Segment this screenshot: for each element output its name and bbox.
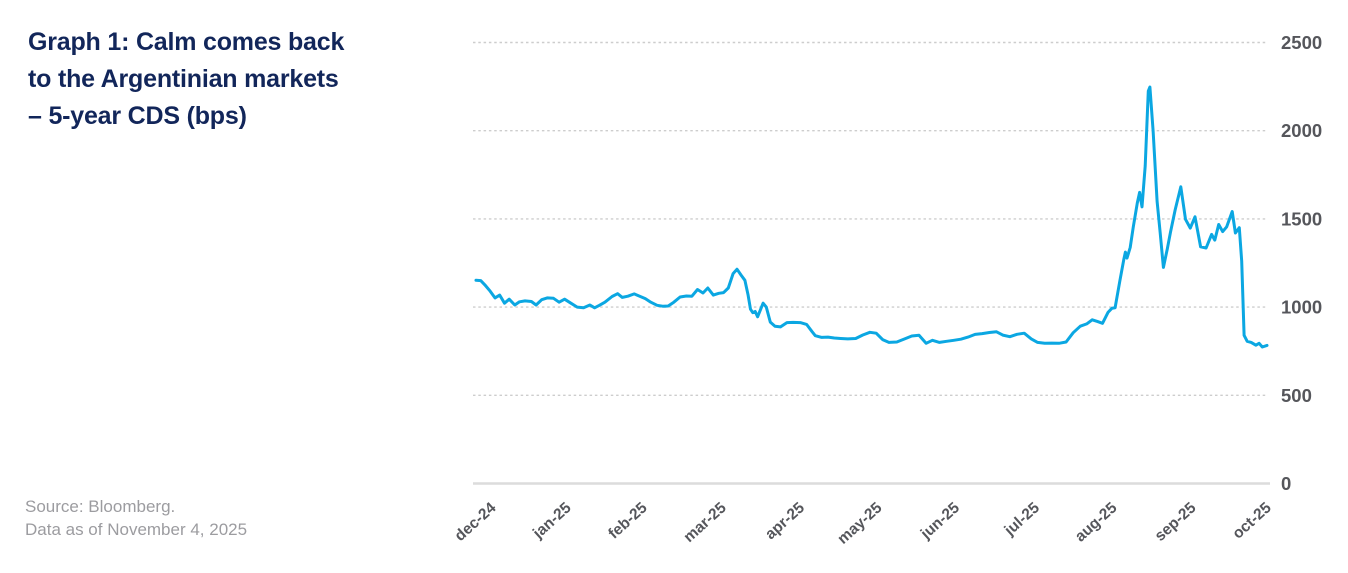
chart-title-line-3: – 5-year CDS (bps) xyxy=(28,102,247,130)
x-axis-label-sep-25: sep-25 xyxy=(1152,499,1200,545)
y-axis-label: 500 xyxy=(1281,385,1312,406)
x-axis-label-dec-24: dec-24 xyxy=(452,499,500,545)
source-line: Source: Bloomberg. xyxy=(25,497,176,516)
source-note: Source: Bloomberg. Data as of November 4… xyxy=(25,495,247,541)
y-axis-label: 0 xyxy=(1281,473,1291,494)
x-axis-label-may-25: may-25 xyxy=(834,499,885,548)
chart-title-line-1: Graph 1: Calm comes back xyxy=(28,28,345,56)
x-axis-label-apr-25: apr-25 xyxy=(762,499,808,543)
x-axis-label-aug-25: aug-25 xyxy=(1072,499,1121,545)
x-axis-label-mar-25: mar-25 xyxy=(681,499,730,546)
y-axis-label: 2000 xyxy=(1281,120,1322,141)
x-axis-label-jul-25: jul-25 xyxy=(1001,499,1043,540)
chart-title-line-2: to the Argentinian markets xyxy=(28,65,339,93)
cds-line-series xyxy=(474,85,1269,349)
x-axis-label-oct-25: oct-25 xyxy=(1229,499,1275,542)
x-axis-label-feb-25: feb-25 xyxy=(605,499,651,542)
chart-title: Graph 1: Calm comes back to the Argentin… xyxy=(28,24,344,135)
x-axis-label-jan-25: jan-25 xyxy=(529,499,575,543)
y-axis-label: 1500 xyxy=(1281,208,1322,229)
data-as-of-line: Data as of November 4, 2025 xyxy=(25,520,248,539)
y-axis-label: 1000 xyxy=(1281,297,1322,318)
y-axis-label: 2500 xyxy=(1281,32,1322,53)
x-axis-label-jun-25: jun-25 xyxy=(917,499,963,543)
